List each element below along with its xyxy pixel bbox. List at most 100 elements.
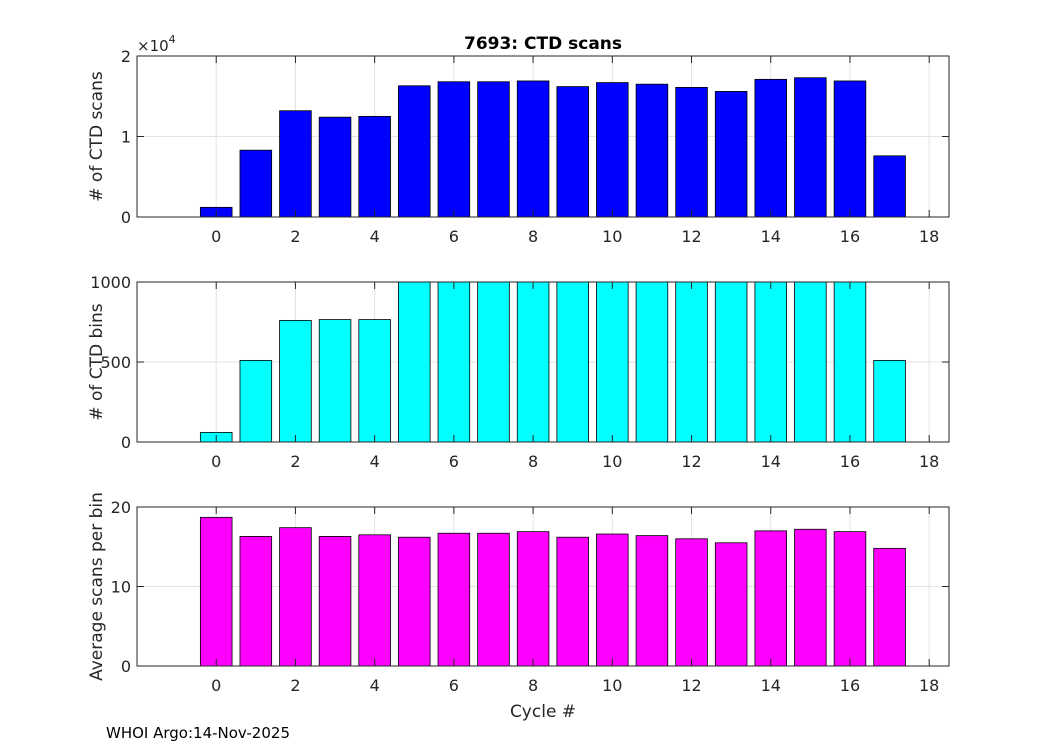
y-axis-label: Average scans per bin	[87, 492, 107, 681]
x-tick-label: 12	[681, 452, 701, 471]
x-tick-label: 0	[211, 227, 221, 246]
bar-cycle-10	[596, 82, 629, 218]
subplot-2: 0 2 4 6 8 10 12 14 16 18 0 500 1000 # of CTD bins	[87, 273, 950, 471]
chart-title: 7693: CTD scans	[464, 34, 622, 54]
y-tick-label: 20	[111, 498, 131, 517]
bar-cycle-17	[873, 359, 906, 443]
bar-cycle-4	[358, 115, 391, 218]
bar-cycle-17	[873, 547, 906, 667]
y-tick-label: 0	[121, 208, 131, 227]
x-tick-label: 8	[528, 676, 538, 695]
bar-cycle-15	[794, 281, 827, 443]
y-tick-label: 10	[111, 578, 131, 597]
x-tick-label: 12	[681, 227, 701, 246]
bar-cycle-14	[754, 281, 787, 443]
bar-cycle-15	[794, 528, 827, 667]
x-tick-label: 2	[290, 452, 300, 471]
bar-cycle-11	[635, 83, 669, 218]
bar-cycle-8	[516, 80, 550, 218]
x-tick-label: 6	[449, 227, 459, 246]
bar-cycle-5	[398, 536, 431, 667]
bar-cycle-12	[675, 281, 708, 443]
bar-cycle-12	[675, 86, 708, 218]
bar-cycle-11	[635, 535, 669, 667]
bar-cycle-9	[556, 281, 589, 443]
bar-cycle-10	[596, 281, 629, 443]
x-tick-label: 14	[761, 227, 781, 246]
x-tick-label: 8	[528, 227, 538, 246]
bar-cycle-13	[714, 281, 748, 443]
x-tick-label: 4	[370, 676, 380, 695]
x-tick-label: 16	[840, 227, 860, 246]
y-tick-label: 500	[100, 353, 131, 372]
bar-cycle-1	[239, 536, 273, 667]
bar-cycle-1	[239, 359, 273, 443]
y-tick-label: 2	[121, 47, 131, 66]
bar-cycle-3	[318, 116, 352, 218]
y-tick-label: 0	[121, 657, 131, 676]
x-tick-label: 4	[370, 452, 380, 471]
bar-cycle-2	[279, 319, 312, 443]
x-tick-label: 6	[449, 676, 459, 695]
bar-cycle-3	[318, 536, 352, 667]
bar-cycle-12	[675, 538, 708, 667]
x-tick-label: 12	[681, 676, 701, 695]
x-tick-label: 2	[290, 227, 300, 246]
bar-cycle-13	[714, 542, 748, 667]
y-tick-label: 0	[121, 433, 131, 452]
y-axis-label: # of CTD scans	[87, 71, 107, 202]
bar-cycle-6	[437, 81, 471, 218]
bar-cycle-5	[398, 281, 431, 443]
bar-cycle-6	[437, 281, 471, 443]
bar-cycle-17	[873, 155, 906, 218]
x-tick-label: 16	[840, 452, 860, 471]
x-tick-label: 0	[211, 452, 221, 471]
bar-cycle-8	[516, 281, 550, 443]
x-tick-label: 4	[370, 227, 380, 246]
bar-cycle-14	[754, 78, 787, 218]
bar-cycle-14	[754, 530, 787, 667]
bar-cycle-0	[199, 516, 233, 667]
x-tick-label: 14	[761, 452, 781, 471]
footer-credit: WHOI Argo:14-Nov-2025	[106, 724, 290, 742]
bar-cycle-1	[239, 149, 273, 218]
x-tick-label: 0	[211, 676, 221, 695]
bar-cycle-6	[437, 532, 471, 667]
bar-cycle-7	[477, 532, 510, 667]
bar-cycle-9	[556, 86, 589, 218]
x-tick-label: 10	[602, 452, 622, 471]
y-tick-label: 1	[121, 128, 131, 147]
y-tick-label: 1000	[90, 273, 131, 292]
bar-cycle-9	[556, 536, 589, 667]
x-tick-label: 14	[761, 676, 781, 695]
bar-cycle-2	[279, 110, 312, 218]
x-tick-label: 10	[602, 676, 622, 695]
bar-cycle-8	[516, 531, 550, 667]
bar-cycle-3	[318, 319, 352, 443]
bar-cycle-16	[833, 531, 867, 667]
x-tick-label: 6	[449, 452, 459, 471]
bar-cycle-16	[833, 281, 867, 443]
x-tick-label: 16	[840, 676, 860, 695]
y-exponent-label: ×104	[137, 33, 176, 55]
bar-cycle-7	[477, 81, 510, 218]
bar-cycle-7	[477, 281, 510, 443]
x-tick-label: 2	[290, 676, 300, 695]
bar-cycle-5	[398, 85, 431, 218]
x-axis-label: Cycle #	[510, 702, 576, 722]
y-axis-label: # of CTD bins	[87, 303, 107, 420]
bar-cycle-2	[279, 527, 312, 667]
x-tick-label: 18	[919, 452, 939, 471]
x-tick-label: 8	[528, 452, 538, 471]
bar-cycle-11	[635, 281, 669, 443]
x-tick-label: 18	[919, 227, 939, 246]
bar-cycle-4	[358, 534, 391, 667]
x-tick-label: 10	[602, 227, 622, 246]
bar-cycle-4	[358, 319, 391, 443]
bar-cycle-13	[714, 91, 748, 218]
bar-cycle-15	[794, 77, 827, 218]
bar-cycle-16	[833, 80, 867, 218]
